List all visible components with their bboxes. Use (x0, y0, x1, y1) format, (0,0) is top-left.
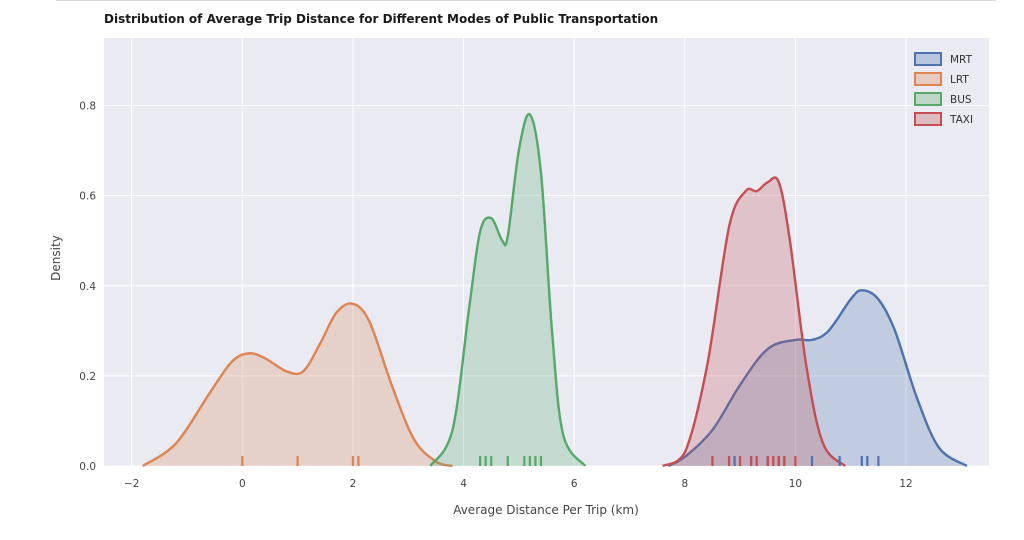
bus-density-line (429, 113, 587, 467)
y-tick-label: 0.6 (79, 191, 96, 203)
taxi-density-area (662, 177, 846, 466)
legend: MRT LRT BUS TAXI (914, 52, 973, 126)
bus-legend-label: BUS (950, 94, 972, 106)
top-rule (56, 0, 996, 1)
series-areas (142, 113, 968, 468)
lrt-density-line (142, 302, 453, 468)
x-tick-label: 2 (350, 478, 357, 490)
lrt-density-area (142, 303, 453, 466)
x-axis-ticks: −2 0 2 4 6 8 10 12 (124, 478, 913, 490)
mrt-density-line (667, 289, 968, 468)
x-tick-label: 6 (571, 478, 578, 490)
chart-title: Distribution of Average Trip Distance fo… (104, 12, 658, 26)
y-tick-label: 0.8 (79, 101, 96, 113)
mrt-density-area (668, 290, 967, 466)
bus-legend-swatch (914, 92, 942, 106)
lrt-legend-swatch (914, 72, 942, 86)
taxi-legend-swatch (914, 112, 942, 126)
x-axis-label: Average Distance Per Trip (km) (453, 503, 639, 517)
taxi-density-line (662, 176, 847, 468)
x-tick-label: 8 (681, 478, 688, 490)
y-axis-label: Density (49, 235, 63, 281)
series-rugs (241, 456, 880, 466)
lrt-legend-label: LRT (950, 74, 969, 86)
y-axis-ticks: 0.0 0.2 0.4 0.6 0.8 (79, 101, 96, 473)
x-tick-label: −2 (124, 478, 139, 490)
bus-density-area (430, 114, 586, 466)
x-tick-label: 0 (239, 478, 246, 490)
y-tick-label: 0.2 (79, 371, 96, 383)
y-tick-label: 0.0 (79, 461, 96, 473)
taxi-legend-label: TAXI (949, 114, 973, 126)
y-tick-label: 0.4 (79, 281, 96, 293)
mrt-legend-swatch (914, 52, 942, 66)
grid (104, 38, 989, 467)
mrt-legend-label: MRT (950, 54, 973, 66)
x-tick-label: 10 (789, 478, 802, 490)
x-tick-label: 4 (460, 478, 467, 490)
x-tick-label: 12 (899, 478, 912, 490)
